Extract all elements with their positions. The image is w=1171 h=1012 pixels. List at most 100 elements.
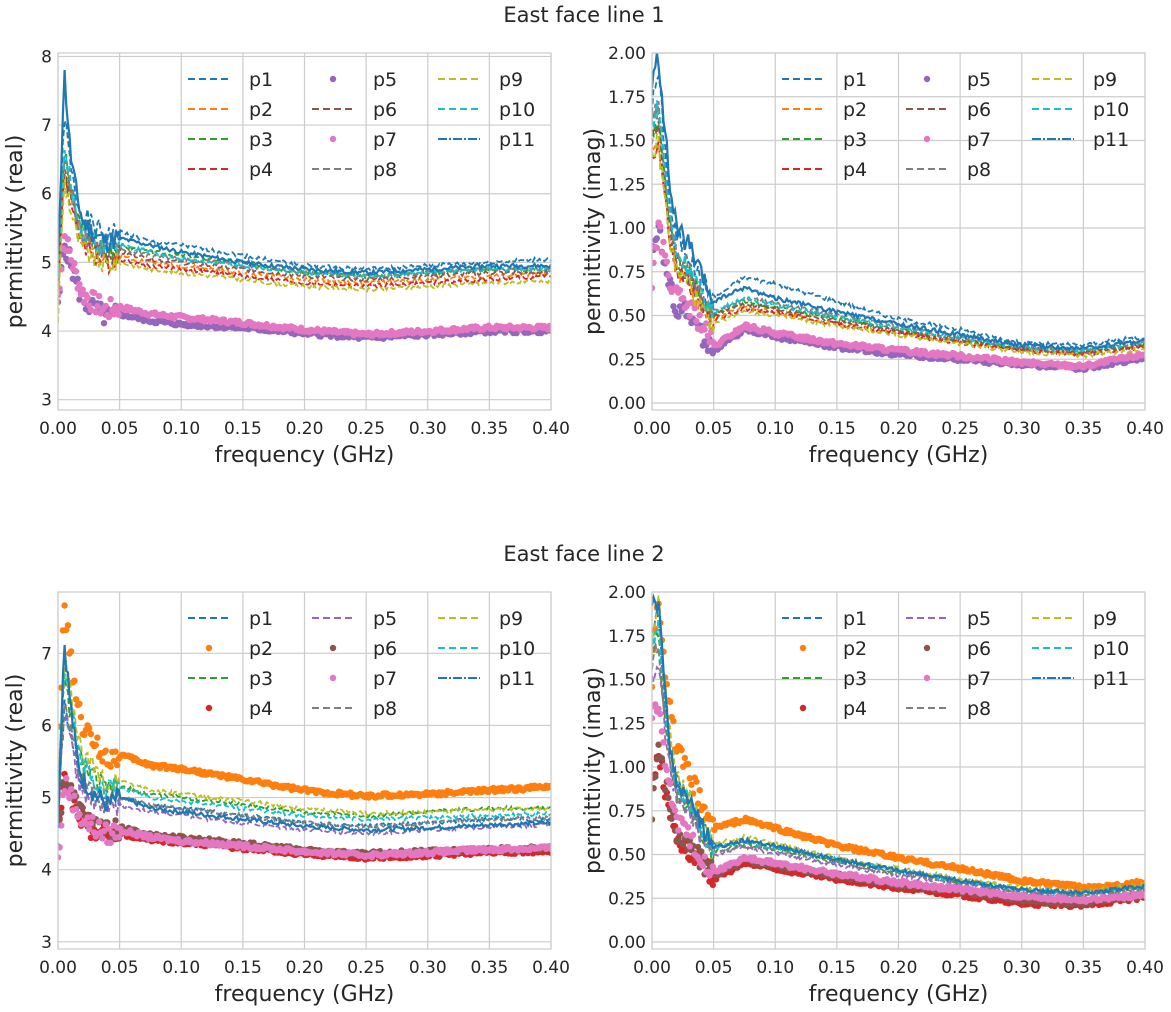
legend-label: p5 <box>373 608 397 630</box>
y-tick-label: 1.75 <box>608 627 646 647</box>
x-axis-label: frequency (GHz) <box>809 443 989 468</box>
legend-label: p3 <box>843 668 867 690</box>
data-point-p7 <box>67 786 75 793</box>
series-line-p10 <box>58 150 551 279</box>
data-point-p7 <box>663 258 670 265</box>
legend-label: p8 <box>967 698 991 720</box>
data-point-p7 <box>79 286 86 293</box>
legend-entry-p7: p7 <box>923 129 991 151</box>
legend-marker <box>205 644 213 652</box>
series-line-p4 <box>652 140 1145 357</box>
x-tick-label: 0.10 <box>756 419 794 439</box>
legend-entry-p4: p4 <box>205 698 273 720</box>
data-point-p2 <box>86 725 93 732</box>
legend-marker <box>923 674 931 682</box>
x-tick-label: 0.20 <box>286 419 324 439</box>
x-tick-label: 0.30 <box>409 419 447 439</box>
legend-label: p6 <box>373 638 397 660</box>
y-tick-label: 7 <box>41 116 52 136</box>
data-point-p7 <box>696 312 703 319</box>
legend-label: p1 <box>249 608 273 630</box>
legend-entry-p3: p3 <box>782 129 867 151</box>
data-point-p2 <box>681 754 689 762</box>
y-tick-label: 0.50 <box>608 846 646 866</box>
data-point-p6 <box>694 843 702 851</box>
x-tick-label: 0.35 <box>470 958 508 978</box>
data-point-p2 <box>94 734 101 741</box>
data-point-p2 <box>77 713 85 721</box>
legend-entry-p1: p1 <box>782 69 867 91</box>
legend-entry-p7: p7 <box>923 668 991 690</box>
data-point-p2 <box>99 758 106 765</box>
data-point-p7 <box>686 312 693 320</box>
legend-label: p5 <box>373 69 397 91</box>
x-tick-label: 0.20 <box>286 958 324 978</box>
data-point-p2 <box>678 746 685 754</box>
data-point-p7 <box>58 854 62 861</box>
legend-label: p4 <box>249 698 273 720</box>
legend-entry-p1: p1 <box>782 608 867 630</box>
chart-panel-3: 0.00 0.05 0.10 0.15 0.20 0.25 0.30 0.35 0.40 3 4 5 6… <box>3 591 570 1007</box>
data-point-p7 <box>115 833 123 841</box>
series-line-p1 <box>652 72 1145 348</box>
data-point-p7 <box>62 775 70 782</box>
data-point-p6 <box>58 816 63 823</box>
x-axis-label: frequency (GHz) <box>215 443 395 468</box>
data-point-p2 <box>64 622 72 629</box>
legend-marker <box>329 135 337 143</box>
x-tick-label: 0.20 <box>880 419 918 439</box>
data-point-p7 <box>693 318 700 325</box>
data-point-p7 <box>666 780 674 787</box>
figure-title-line-1: East face line 1 <box>503 3 664 27</box>
axes-frame <box>651 52 1146 411</box>
y-tick-label: 7 <box>41 644 52 664</box>
x-tick-label: 0.15 <box>224 958 262 978</box>
data-point-p6 <box>652 816 656 823</box>
legend-label: p2 <box>249 638 273 660</box>
y-tick-label: 5 <box>41 253 52 273</box>
legend-marker <box>329 75 337 83</box>
data-point-p7 <box>655 705 662 713</box>
data-point-p5 <box>76 296 83 303</box>
y-tick-label: 0.25 <box>608 889 646 909</box>
y-axis-label: permittivity (imag) <box>581 128 606 335</box>
data-point-p7 <box>87 820 95 827</box>
legend-entry-p11: p11 <box>1032 668 1129 690</box>
legend-entry-p8: p8 <box>312 698 397 720</box>
series-p7 <box>652 701 1145 905</box>
data-point-p2 <box>107 763 114 770</box>
data-point-p7 <box>58 822 65 829</box>
data-point-p6 <box>58 809 65 816</box>
data-point-p4 <box>87 834 95 841</box>
data-point-p7 <box>64 236 72 243</box>
x-axis-label: frequency (GHz) <box>215 982 395 1007</box>
legend-entry-p2: p2 <box>205 638 273 660</box>
x-tick-label: 0.00 <box>633 419 671 439</box>
x-tick-label: 0.35 <box>470 419 508 439</box>
y-tick-label: 1.25 <box>608 714 646 734</box>
data-point-p2 <box>701 803 708 811</box>
data-point-p5 <box>74 275 81 282</box>
axes-frame <box>57 591 552 950</box>
data-point-p2 <box>686 775 693 782</box>
data-point-p2 <box>87 730 95 738</box>
data-point-p7 <box>87 306 95 313</box>
x-tick-label: 0.10 <box>756 958 794 978</box>
legend: p1 p2 p3 p4 p5 p6 p7 p8 p9 p10 p11 <box>188 69 535 181</box>
data-point-p7 <box>91 289 98 296</box>
x-tick-label: 0.00 <box>39 419 77 439</box>
x-tick-label: 0.00 <box>633 958 671 978</box>
data-point-p7 <box>94 303 101 310</box>
x-tick-label: 0.15 <box>224 419 262 439</box>
legend-entry-p5: p5 <box>329 69 397 91</box>
legend-entry-p5: p5 <box>923 69 991 91</box>
y-tick-label: 1.50 <box>608 132 646 152</box>
legend-marker <box>329 674 337 682</box>
x-tick-label: 0.10 <box>162 419 200 439</box>
x-tick-label: 0.40 <box>1126 958 1164 978</box>
legend-entry-p6: p6 <box>329 638 397 660</box>
plot-area <box>58 602 551 863</box>
data-point-p6 <box>668 815 675 822</box>
data-point-p7 <box>66 247 73 255</box>
plot-area <box>652 53 1145 373</box>
